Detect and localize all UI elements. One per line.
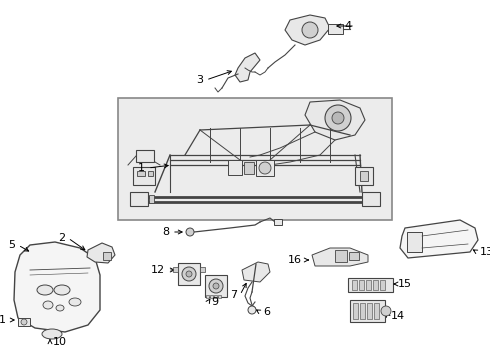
Bar (210, 295, 213, 298)
Bar (130, 192, 148, 206)
Bar (373, 280, 378, 290)
Bar (352, 280, 357, 290)
Polygon shape (312, 248, 368, 266)
Bar (348, 278, 393, 292)
Bar (256, 160, 274, 176)
Text: 1: 1 (138, 163, 145, 173)
Ellipse shape (54, 285, 70, 295)
Bar (362, 192, 380, 206)
Bar (328, 24, 343, 34)
Polygon shape (14, 242, 100, 332)
Text: 9: 9 (211, 297, 218, 307)
Text: 10: 10 (53, 337, 67, 347)
Bar (18, 318, 30, 326)
Polygon shape (235, 53, 260, 82)
Ellipse shape (209, 279, 223, 293)
Bar (103, 252, 111, 260)
Ellipse shape (42, 329, 62, 339)
Text: 6: 6 (263, 307, 270, 317)
Ellipse shape (248, 306, 256, 314)
Bar (244, 162, 254, 174)
Bar (137, 171, 145, 176)
Bar (228, 160, 242, 175)
Text: 7: 7 (230, 290, 237, 300)
Bar (335, 250, 347, 262)
Bar (359, 280, 364, 290)
Ellipse shape (302, 22, 318, 38)
Bar (214, 295, 217, 298)
Ellipse shape (37, 285, 53, 295)
Bar (205, 275, 227, 297)
Bar (136, 150, 154, 162)
Bar (350, 300, 385, 322)
Bar (178, 263, 200, 285)
Bar (206, 295, 209, 298)
Bar (218, 295, 221, 298)
Ellipse shape (56, 305, 64, 311)
Bar (366, 280, 371, 290)
Polygon shape (305, 100, 365, 140)
Bar (360, 171, 368, 181)
Text: 2: 2 (58, 233, 65, 243)
Bar (353, 303, 358, 319)
Ellipse shape (21, 319, 27, 325)
Text: 13: 13 (480, 247, 490, 257)
Text: 12: 12 (151, 265, 165, 275)
Bar (133, 167, 155, 185)
Ellipse shape (259, 162, 271, 174)
Text: 11: 11 (0, 315, 7, 325)
Text: 4: 4 (345, 21, 352, 31)
Bar (407, 232, 422, 252)
Ellipse shape (186, 271, 192, 277)
Text: 15: 15 (398, 279, 412, 289)
Text: 14: 14 (391, 311, 405, 321)
Ellipse shape (213, 283, 219, 289)
Polygon shape (242, 262, 270, 282)
Text: 8: 8 (162, 227, 169, 237)
Ellipse shape (182, 267, 196, 281)
Ellipse shape (69, 298, 81, 306)
Bar (355, 167, 373, 185)
Bar (200, 267, 205, 272)
Polygon shape (400, 220, 478, 258)
Ellipse shape (186, 228, 194, 236)
Text: 5: 5 (8, 240, 15, 250)
Bar (380, 280, 385, 290)
Ellipse shape (381, 306, 391, 316)
Bar (360, 303, 365, 319)
Bar (118, 98, 392, 220)
Bar (367, 303, 372, 319)
Text: 16: 16 (288, 255, 302, 265)
Polygon shape (285, 15, 330, 45)
Ellipse shape (332, 112, 344, 124)
Polygon shape (87, 243, 115, 263)
Bar (349, 252, 359, 260)
Bar (274, 219, 282, 225)
Text: 3: 3 (196, 75, 203, 85)
Bar (374, 303, 379, 319)
Bar (148, 171, 153, 176)
Bar (173, 267, 178, 272)
Ellipse shape (43, 301, 53, 309)
Bar (149, 195, 154, 203)
Ellipse shape (325, 105, 351, 131)
